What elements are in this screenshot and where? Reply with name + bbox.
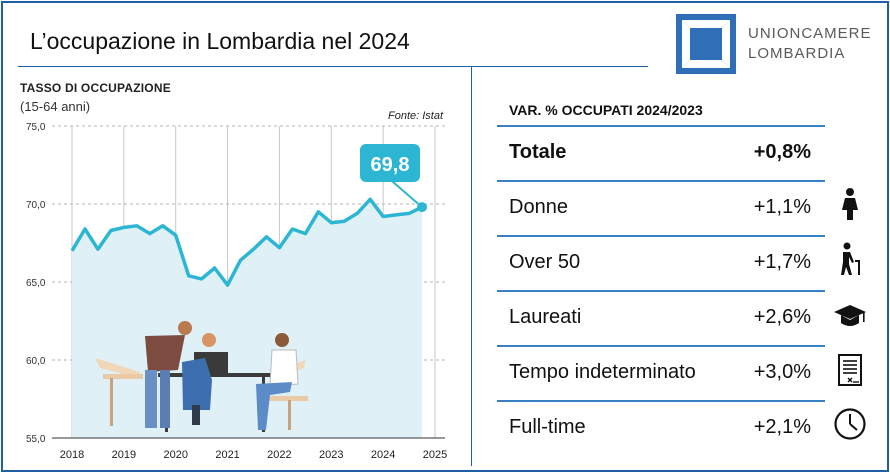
x-tick-label: 2024	[371, 449, 395, 461]
chart-subtitle: (15-64 anni)	[20, 99, 91, 114]
x-tick-label: 2021	[215, 449, 239, 461]
row-value: +2,1%	[753, 416, 811, 438]
table-row-totale: Totale +0,8%	[497, 125, 825, 181]
logo-text-line2: LOMBARDIA	[748, 45, 846, 62]
logo-mark-icon	[682, 20, 730, 68]
y-tick-label: 60,0	[26, 356, 46, 367]
y-tick-label: 65,0	[26, 278, 46, 289]
row-value: +0,8%	[753, 141, 811, 163]
row-value: +1,7%	[753, 251, 811, 273]
row-value: +3,0%	[753, 361, 811, 383]
table-row-over-50: Over 50 +1,7%	[497, 235, 825, 291]
row-label: Totale	[509, 141, 567, 163]
x-tick-label: 2018	[60, 449, 84, 461]
unioncamere-logo	[676, 14, 736, 74]
row-value: +2,6%	[753, 306, 811, 328]
x-tick-label: 2022	[267, 449, 291, 461]
graduation-cap-icon	[834, 305, 866, 326]
row-label: Laureati	[509, 306, 582, 328]
callout-value: 69,8	[371, 154, 410, 176]
x-tick-label: 2019	[112, 449, 136, 461]
section-divider	[471, 66, 472, 466]
chart-title: TASSO DI OCCUPAZIONE	[20, 81, 171, 95]
row-label: Over 50	[509, 251, 581, 273]
table-row-donne: Donne +1,1%	[497, 180, 825, 236]
row-label: Donne	[509, 196, 568, 218]
woman-icon	[842, 188, 858, 220]
contract-document-icon	[838, 354, 862, 386]
y-tick-label: 75,0	[26, 122, 46, 133]
callout-connector	[391, 180, 423, 208]
x-tick-label: 2025	[423, 449, 447, 461]
y-tick-label: 70,0	[26, 200, 46, 211]
table-title: VAR. % OCCUPATI 2024/2023	[509, 102, 703, 118]
series-area	[72, 199, 422, 438]
row-label: Full-time	[509, 416, 586, 438]
title-divider	[18, 66, 648, 67]
y-tick-label: 55,0	[26, 434, 46, 445]
employment-rate-chart: 69,8 2018 2019 2020 2021 2022 2023 2024 2025 55,…	[26, 122, 447, 461]
x-tick-label: 2020	[163, 449, 187, 461]
row-value: +1,1%	[753, 196, 811, 218]
table-row-tempo-indeterminato: Tempo indeterminato +3,0%	[497, 345, 825, 401]
table-row-full-time: Full-time +2,1%	[497, 400, 825, 456]
elderly-person-icon	[841, 242, 860, 275]
clock-icon	[834, 408, 866, 440]
chart-source: Fonte: Istat	[388, 110, 444, 122]
x-tick-label: 2023	[319, 449, 343, 461]
series-line	[70, 197, 423, 287]
row-label: Tempo indeterminato	[509, 361, 696, 383]
page-title: L’occupazione in Lombardia nel 2024	[30, 28, 410, 54]
office-workers-illustration	[95, 321, 308, 432]
table-row-laureati: Laureati +2,6%	[497, 290, 825, 346]
logo-text-line1: UNIONCAMERE	[748, 25, 872, 42]
callout-box	[360, 144, 420, 182]
